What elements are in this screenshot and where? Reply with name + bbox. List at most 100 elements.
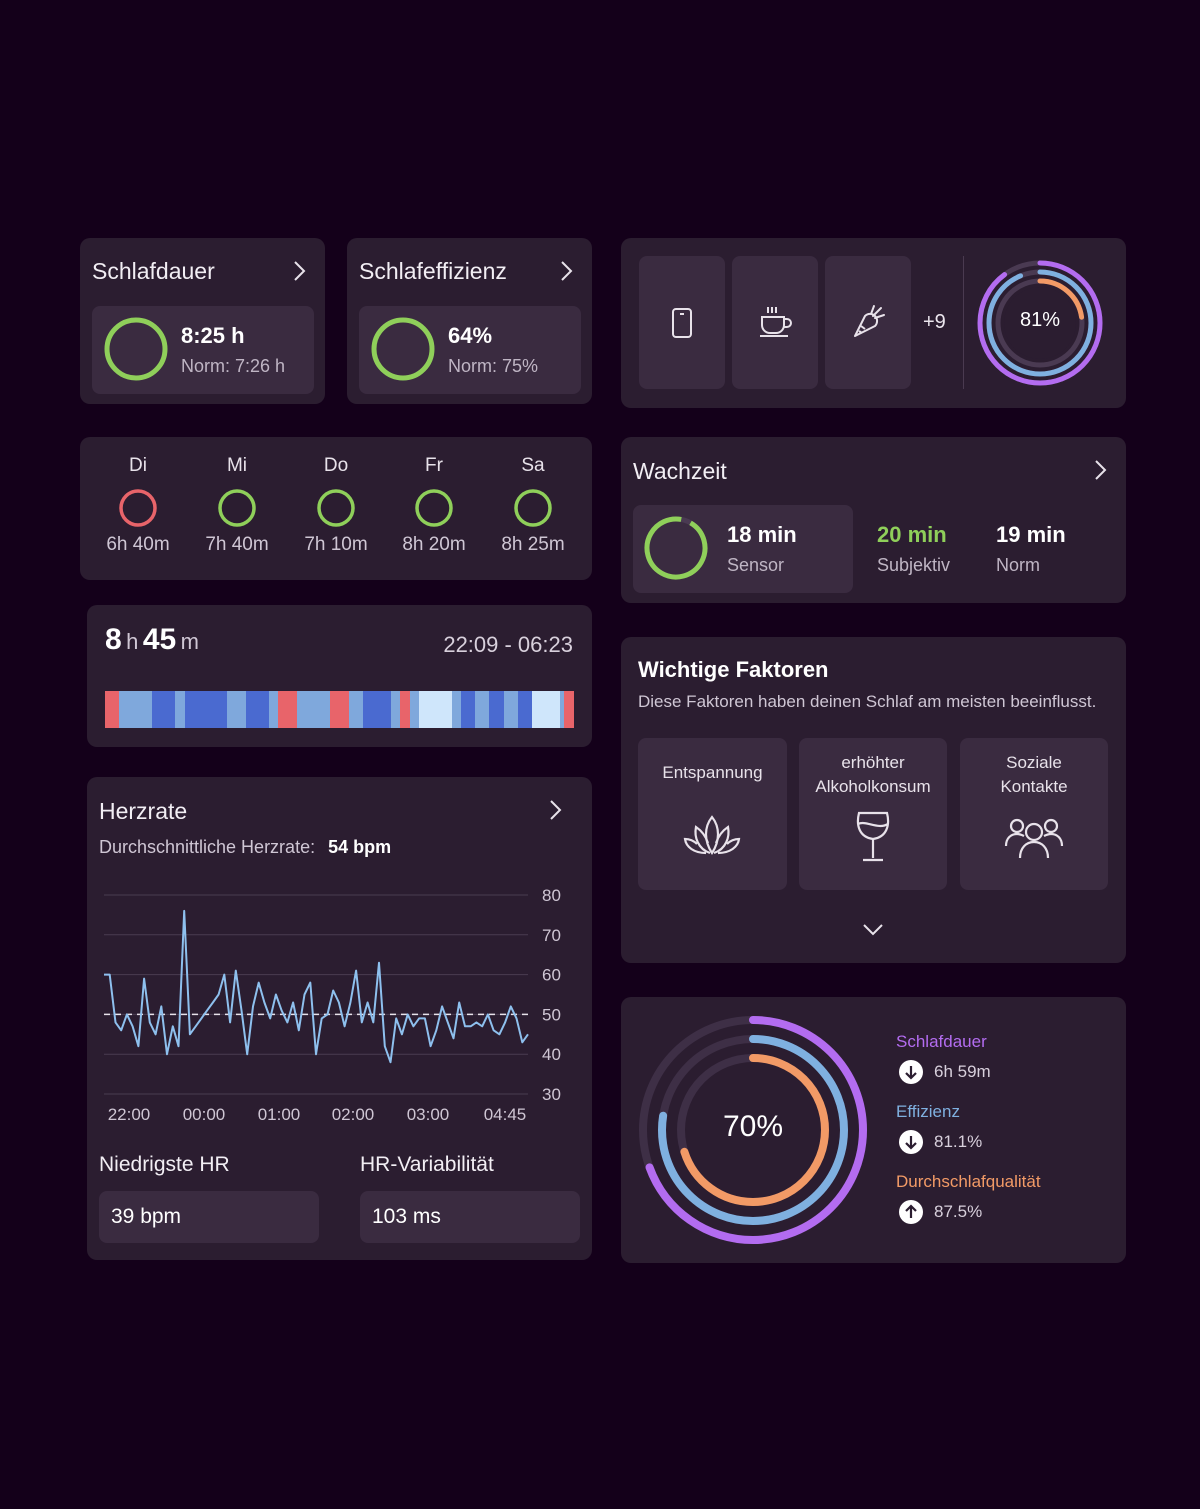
day-duration: 8h 25m [501, 534, 565, 555]
wachzeit-sensor-panel: 18 min Sensor [633, 505, 853, 593]
schlafeffizienz-card[interactable]: Schlafeffizienz 64% Norm: 75% [347, 238, 592, 404]
activity-phone[interactable] [639, 256, 725, 389]
day-duration: 7h 40m [205, 534, 269, 555]
activity-ring-value: 81% [1019, 309, 1061, 331]
x-tick-label: 22:00 [108, 1105, 151, 1124]
sensor-label: Sensor [727, 555, 785, 575]
activity-carrot[interactable] [825, 256, 911, 389]
schlafeffizienz-norm: Norm: 75% [448, 356, 539, 376]
faktor-label: Soziale Kontakte [1000, 753, 1068, 796]
schlafeffizienz-panel: 64% Norm: 75% [359, 306, 581, 394]
day-duration: 7h 10m [304, 534, 368, 555]
lotus-icon [683, 815, 741, 855]
day-column[interactable]: Mi 7h 40m [192, 455, 282, 556]
x-tick-label: 04:45 [484, 1105, 527, 1124]
divider [963, 256, 964, 389]
people-icon [1004, 818, 1064, 859]
niedrigste-value: 39 bpm [111, 1205, 182, 1228]
chevron-down-icon[interactable] [862, 923, 884, 937]
day-status-ring [514, 489, 552, 527]
arrow-up-icon [899, 1200, 923, 1224]
sensor-value: 18 min [727, 522, 797, 547]
y-tick-label: 30 [542, 1085, 561, 1104]
chevron-right-icon[interactable] [1089, 459, 1111, 481]
faktor-alkohol[interactable]: erhöhter Alkoholkonsum [799, 738, 947, 890]
hrv-value: 103 ms [372, 1205, 441, 1228]
hrv-panel: 103 ms [360, 1191, 580, 1243]
sleep-stage-segment [559, 691, 565, 728]
x-tick-label: 03:00 [407, 1105, 450, 1124]
hours-value: 8 [105, 623, 122, 656]
summary-ring-value: 70% [722, 1110, 784, 1143]
hrv-label: HR-Variabilität [360, 1153, 494, 1176]
niedrigste-panel: 39 bpm [99, 1191, 319, 1243]
sleep-stage-segment [278, 691, 298, 728]
y-tick-label: 70 [542, 926, 561, 945]
schlafdauer-panel: 8:25 h Norm: 7:26 h [92, 306, 314, 394]
subjektiv-label: Subjektiv [877, 555, 951, 575]
minutes-unit: m [180, 629, 199, 654]
avg-hr-label: Durchschnittliche Herzrate: [99, 837, 316, 857]
heart-rate-chart: 80 70 60 50 40 30 22:00 00:00 01:00 02:00 03:00 04:… [104, 886, 561, 1124]
carrot-icon [854, 305, 885, 337]
day-label: Di [129, 455, 147, 476]
sleep-timeline-card: 8 h 45 m 22:09 - 06:23 [87, 605, 592, 747]
x-tick-label: 01:00 [258, 1105, 301, 1124]
sleep-stage-segment [245, 691, 270, 728]
arrow-down-icon [899, 1130, 923, 1154]
subjektiv-value: 20 min [877, 522, 947, 547]
day-duration: 6h 40m [106, 534, 170, 555]
chevron-right-icon[interactable] [288, 260, 310, 282]
sleep-stage-segment [184, 691, 227, 728]
more-activities[interactable]: +9 [923, 311, 946, 333]
day-label: Fr [425, 455, 443, 476]
schlafeffizienz-value: 64% [448, 323, 493, 348]
activities-card: +9 81% [621, 238, 1126, 408]
sleep-stage-segment [489, 691, 504, 728]
progress-ring [104, 317, 168, 381]
herzrate-card[interactable]: Herzrate Durchschnittliche Herzrate: 54 … [87, 777, 592, 1260]
phone-icon [672, 308, 692, 338]
activity-coffee[interactable] [732, 256, 818, 389]
wachzeit-card[interactable]: Wachzeit 18 min Sensor 20 min Subjektiv … [621, 437, 1126, 603]
heart-rate-line [104, 909, 529, 1064]
chevron-right-icon[interactable] [544, 799, 566, 821]
sleep-stage-segment [151, 691, 176, 728]
faktoren-card: Wichtige Faktoren Diese Faktoren haben d… [621, 637, 1126, 963]
faktor-label: Entspannung [662, 763, 763, 782]
avg-hr: Durchschnittliche Herzrate: 54 bpm [99, 837, 391, 858]
x-tick-label: 02:00 [332, 1105, 375, 1124]
day-column[interactable]: Di 6h 40m [93, 455, 183, 556]
day-column[interactable]: Sa 8h 25m [488, 455, 578, 556]
chevron-right-icon[interactable] [555, 260, 577, 282]
schlafdauer-card[interactable]: Schlafdauer 8:25 h Norm: 7:26 h [80, 238, 325, 404]
sleep-stage-segment [475, 691, 490, 728]
y-tick-label: 40 [542, 1045, 561, 1064]
sleep-stage-segment [419, 691, 452, 728]
sleep-stage-segment [400, 691, 410, 728]
summary-label: Effizienz [896, 1102, 960, 1121]
x-tick-label: 00:00 [183, 1105, 226, 1124]
total-sleep: 8 h 45 m [105, 623, 199, 657]
day-status-ring [415, 489, 453, 527]
minutes-value: 45 [142, 623, 177, 656]
hypnogram-bar [105, 691, 574, 728]
faktoren-subtitle: Diese Faktoren haben deinen Schlaf am me… [638, 692, 1097, 711]
schlafdauer-title: Schlafdauer [92, 258, 215, 284]
faktor-soziale-kontakte[interactable]: Soziale Kontakte [960, 738, 1108, 890]
norm-value: 19 min [996, 522, 1066, 547]
faktor-entspannung[interactable]: Entspannung [638, 738, 787, 890]
day-status-ring [218, 489, 256, 527]
sleep-stage-segment [175, 691, 185, 728]
sleep-stage-segment [362, 691, 391, 728]
sleep-stage-segment [564, 691, 574, 728]
sleep-stage-segment [330, 691, 349, 728]
schlafeffizienz-title: Schlafeffizienz [359, 258, 507, 284]
day-column[interactable]: Do 7h 10m [291, 455, 381, 556]
sleep-stage-segment [517, 691, 532, 728]
y-tick-label: 50 [542, 1005, 561, 1024]
day-label: Mi [226, 455, 248, 476]
y-tick-label: 60 [542, 966, 561, 985]
day-column[interactable]: Fr 8h 20m [389, 455, 479, 556]
day-status-ring [317, 489, 355, 527]
